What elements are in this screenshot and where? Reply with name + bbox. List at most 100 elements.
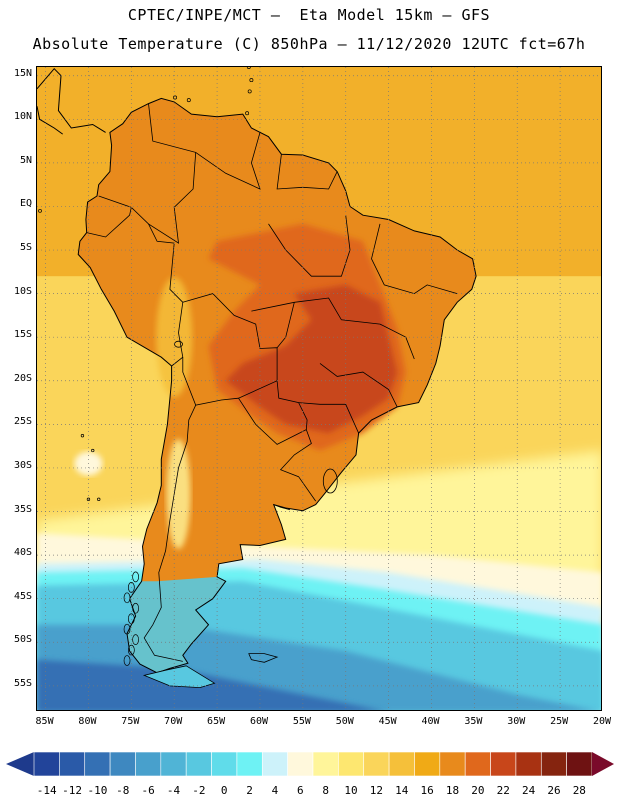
colorbar-swatch xyxy=(59,751,86,777)
lake-titicaca xyxy=(174,340,183,348)
pacific-island xyxy=(91,448,95,453)
colorbar-swatch xyxy=(33,751,60,777)
longitude-tick-label: 35W xyxy=(464,716,483,727)
colorbar-tick-label: 10 xyxy=(344,784,358,797)
colorbar-tick-label: 28 xyxy=(572,784,586,797)
longitude-tick-label: 55W xyxy=(292,716,311,727)
latitude-tick-label: 10N xyxy=(13,111,32,123)
pacific-island xyxy=(97,497,101,501)
border-line xyxy=(268,215,351,277)
colorbar-tick-label: -12 xyxy=(62,784,82,797)
border-line xyxy=(148,223,184,367)
temperature-field-svg xyxy=(37,67,601,710)
colorbar-swatch xyxy=(414,751,441,777)
colorbar-swatch xyxy=(185,751,212,777)
colorbar-swatch xyxy=(84,751,111,777)
latitude-tick-label: 55S xyxy=(13,677,32,689)
border-line xyxy=(319,363,398,408)
colorbar-swatch xyxy=(287,751,314,777)
colorbar-tick-label: 4 xyxy=(271,784,279,797)
caribbean-island xyxy=(249,78,254,83)
longitude-tick-label: 70W xyxy=(164,716,183,727)
colorbar-tick-label: -2 xyxy=(192,784,206,797)
colorbar-swatch xyxy=(566,751,593,777)
map-title-line-2: Absolute Temperature (C) 850hPa – 11/12/… xyxy=(32,35,586,53)
colorbar-swatch xyxy=(439,751,466,777)
colorbar-swatch xyxy=(236,751,263,777)
border-line xyxy=(238,380,308,445)
caribbean-island xyxy=(246,67,251,69)
temperature-colorbar xyxy=(6,751,614,777)
andes-cool-field xyxy=(156,277,193,398)
colorbar-tick-label: 0 xyxy=(220,784,228,797)
colorbar-tick-label: 8 xyxy=(322,784,329,797)
latitude-tick-label: 50S xyxy=(13,634,32,646)
colorbar-tick-label: 18 xyxy=(445,784,460,797)
longitude-tick-label: 25W xyxy=(550,716,569,727)
latitude-tick-label: 25S xyxy=(13,416,32,428)
colorbar-swatch xyxy=(464,751,491,777)
latitude-tick-label: 40S xyxy=(13,547,32,559)
chile-island xyxy=(123,623,131,635)
longitude-tick-label: 75W xyxy=(121,716,140,727)
land-hotter-field xyxy=(225,284,398,434)
longitude-tick-label: 45W xyxy=(378,716,397,727)
longitude-tick-label: 85W xyxy=(35,716,54,727)
colorbar-swatch xyxy=(363,751,390,777)
latitude-tick-label: 5S xyxy=(19,242,32,254)
chile-island xyxy=(123,592,131,604)
colorbar-tick-label: 20 xyxy=(471,784,485,797)
longitude-tick-label: 20W xyxy=(592,716,612,727)
border-line xyxy=(371,223,458,295)
patagonia-cold-field xyxy=(127,576,226,673)
border-line xyxy=(143,405,197,662)
colorbar-over-arrow xyxy=(592,752,614,776)
caribbean-island xyxy=(173,95,178,100)
latitude-tick-label: 30S xyxy=(13,459,32,471)
temperature-map xyxy=(36,66,602,711)
falkland-islands xyxy=(248,653,279,663)
longitude-tick-label: 60W xyxy=(249,716,268,727)
colorbar-tick-label: 2 xyxy=(246,784,253,797)
colorbar-swatch xyxy=(388,751,415,777)
colorbar-tick-label: -8 xyxy=(116,784,130,797)
latitude-tick-label: 20S xyxy=(13,372,32,384)
lagoa-dos-patos xyxy=(322,468,338,494)
caribbean-island xyxy=(247,89,252,94)
chile-island xyxy=(132,571,139,583)
map-title-line-1: CPTEC/INPE/MCT – Eta Model 15km – GFS xyxy=(127,6,491,24)
colorbar-tick-label: 14 xyxy=(395,784,409,797)
latitude-tick-label: 15S xyxy=(13,329,32,341)
colorbar-tick-label: 24 xyxy=(521,784,536,797)
border-line xyxy=(182,293,278,406)
central-america-pacific-coast xyxy=(37,106,63,135)
colorbar-tick-label: -4 xyxy=(166,784,181,797)
colorbar-swatch xyxy=(211,751,238,777)
colorbar-tick-label: 6 xyxy=(297,784,304,797)
border-line xyxy=(279,429,317,502)
coastlines-and-borders xyxy=(37,67,477,689)
colorbar-swatch xyxy=(338,751,365,777)
colorbar-swatch xyxy=(135,751,162,777)
rio-de-la-plata xyxy=(273,504,291,511)
colorbar-swatch xyxy=(160,751,187,777)
border-line xyxy=(195,132,261,190)
border-line xyxy=(298,402,359,434)
colorbar-tick-label: 26 xyxy=(547,784,561,797)
colorbar-tick-label: 22 xyxy=(496,784,510,797)
colorbar-tick-label: -6 xyxy=(141,784,155,797)
chile-island xyxy=(132,634,139,646)
colorbar-swatch xyxy=(490,751,517,777)
colorbar-tick-label: -10 xyxy=(87,784,108,797)
colorbar-swatch xyxy=(312,751,339,777)
pacific-island xyxy=(80,434,85,438)
colorbar-tick-label: -14 xyxy=(36,784,57,797)
colorbar-tick-label: 16 xyxy=(420,784,434,797)
andes-south-field xyxy=(166,439,191,550)
longitude-tick-label: 65W xyxy=(207,716,226,727)
pacific-island xyxy=(86,497,91,501)
chile-island xyxy=(123,655,131,666)
galapagos-island xyxy=(38,208,42,213)
colorbar-tick-label: 12 xyxy=(369,784,384,797)
temperature-field xyxy=(37,67,601,710)
